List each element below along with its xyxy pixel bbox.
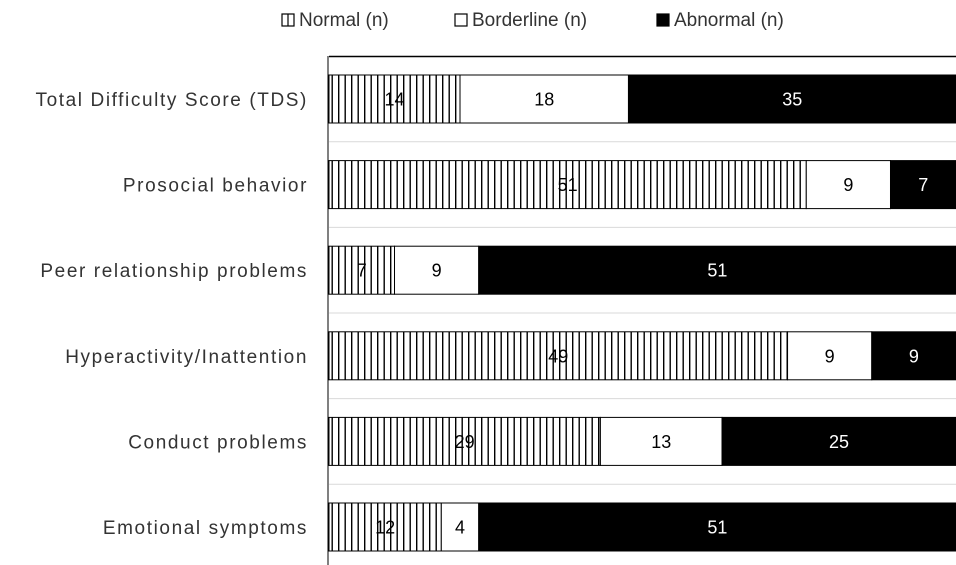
- category-label: Prosocial behavior: [123, 176, 308, 197]
- bar-normal: [328, 416, 601, 466]
- data-label: 7: [918, 175, 928, 195]
- bar-abnormal: [478, 502, 956, 552]
- data-label: 13: [651, 432, 671, 452]
- legend-label: Borderline (n): [472, 10, 587, 31]
- data-label: 49: [548, 346, 568, 366]
- category-label: Total Difficulty Score (TDS): [35, 90, 308, 111]
- bar-normal: [328, 502, 442, 552]
- bar-borderline: [787, 331, 873, 381]
- legend: Normal (n) Borderline (n) Abnormal (n): [281, 10, 784, 31]
- category-labels: Total Difficulty Score (TDS) Prosocial be…: [35, 90, 308, 539]
- data-label: 35: [782, 90, 802, 110]
- bar-abnormal: [478, 245, 956, 295]
- data-label: 51: [707, 518, 727, 538]
- data-label: 9: [825, 346, 835, 366]
- bar-abnormal: [627, 74, 956, 124]
- category-label: Hyperactivity/Inattention: [65, 347, 308, 368]
- bar-abnormal: [871, 331, 956, 381]
- bar-abnormal: [721, 416, 956, 466]
- data-label: 4: [455, 518, 465, 538]
- bar-borderline: [459, 74, 629, 124]
- legend-swatch: [454, 13, 468, 27]
- bar-normal: [328, 331, 789, 381]
- data-label: 7: [357, 261, 367, 281]
- bar-abnormal: [889, 160, 956, 210]
- legend-label: Abnormal (n): [674, 10, 784, 31]
- bar-borderline: [394, 245, 480, 295]
- legend-label: Normal (n): [299, 10, 389, 31]
- bars: 14 18 35 51 9 7 7 9 51 49 9 9 29 13 25 12 4 51: [328, 74, 956, 552]
- data-label: 9: [843, 175, 853, 195]
- legend-swatch: [656, 13, 670, 27]
- data-label: 12: [375, 518, 395, 538]
- data-label: 18: [534, 90, 554, 110]
- data-label: 29: [455, 432, 475, 452]
- category-label: Emotional symptoms: [103, 518, 308, 539]
- data-label: 14: [384, 90, 404, 110]
- data-label: 51: [707, 261, 727, 281]
- bar-borderline: [599, 416, 723, 466]
- category-label: Conduct problems: [128, 432, 308, 453]
- bar-borderline: [440, 502, 480, 552]
- bar-normal: [328, 245, 396, 295]
- gridlines: [329, 55, 956, 485]
- bar-normal: [328, 160, 807, 210]
- data-label: 9: [909, 346, 919, 366]
- bar-borderline: [805, 160, 891, 210]
- data-label: 9: [432, 261, 442, 281]
- category-label: Peer relationship problems: [40, 261, 308, 282]
- data-label: 25: [829, 432, 849, 452]
- data-label: 51: [558, 175, 578, 195]
